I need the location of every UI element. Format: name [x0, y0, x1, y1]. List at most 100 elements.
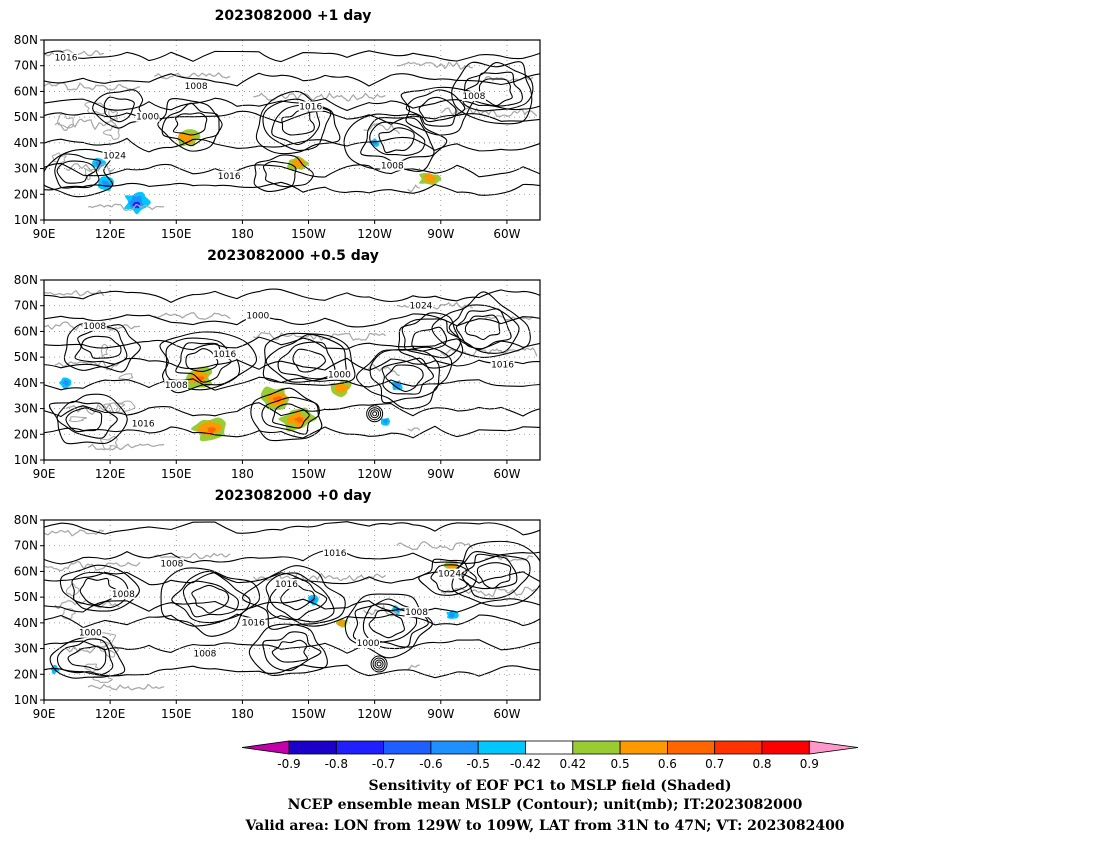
contour-label-bg [245, 310, 270, 321]
pressure-closed-contour [277, 341, 336, 380]
lat-tick-label: 10N [14, 693, 38, 707]
contour-labels: 1008 1008 1016 1000 1024 1000 1008 1016 1016 1008 [78, 548, 462, 659]
lon-tick-label: 60W [493, 467, 520, 481]
island-outline [100, 343, 109, 358]
pressure-isobar [44, 425, 540, 439]
lat-tick-label: 50N [14, 350, 38, 364]
contour-label-bg [135, 111, 160, 122]
pressure-closed-contour [79, 577, 118, 606]
contour-label-bg [404, 607, 429, 618]
contour-label: 1016 [299, 102, 322, 112]
colorbar-label: 0.9 [800, 757, 819, 771]
lat-tick-label: 80N [14, 33, 38, 47]
positive-sensitivity-core [623, 119, 634, 127]
cyclone-contour [368, 407, 382, 421]
pressure-closed-contour [262, 631, 322, 672]
lat-tick-label: 10N [14, 213, 38, 227]
lon-tick-label: 90E [33, 227, 56, 241]
island-outline [65, 583, 80, 597]
island-outline [92, 674, 113, 684]
lat-tick-label: 70N [14, 299, 38, 313]
positive-sensitivity-area [620, 115, 635, 128]
pressure-closed-contour [418, 96, 457, 123]
pressure-closed-contour [191, 584, 229, 614]
lon-tick-label: 120E [95, 467, 126, 481]
pressure-closed-contour [455, 308, 512, 350]
cyclone-contour [372, 657, 386, 671]
colorbar: -0.9 -0.8 -0.7 -0.6 -0.5 -0.42 0.42 0.5 0.6 0.7 0.… [241, 740, 859, 771]
pressure-isobar [44, 639, 540, 654]
pressure-closed-contour [59, 564, 140, 612]
pressure-closed-contour [265, 333, 347, 383]
lon-tick-label: 120E [95, 227, 126, 241]
contour-label-bg [327, 369, 352, 380]
colorbar-box [714, 740, 763, 755]
colorbar-under-triangle [241, 740, 290, 755]
pressure-closed-contour [292, 348, 326, 373]
pressure-isobar [44, 376, 540, 391]
pressure-closed-contour [398, 312, 464, 369]
pressure-closed-contour [56, 638, 114, 675]
lat-tick-label: 20N [14, 667, 38, 681]
contour-label: 1008 [112, 590, 135, 600]
colorbar-box [761, 740, 810, 755]
lon-tick-label: 120W [357, 707, 392, 721]
lon-tick-label: 180 [231, 467, 254, 481]
contour-label: 1016 [242, 618, 265, 628]
pressure-closed-contour [360, 116, 435, 164]
coastline [484, 315, 534, 321]
pressure-closed-contour [430, 564, 468, 593]
contour-label: 1024 [438, 570, 461, 580]
coastline [44, 289, 105, 297]
lon-tick-label: 60W [493, 707, 520, 721]
negative-sensitivity-core [449, 611, 455, 618]
cyclone-contour [370, 655, 388, 673]
pressure-closed-contour [248, 623, 328, 677]
contour-labels: 1016 1000 1016 1016 1008 1008 1024 1008 [54, 52, 486, 182]
pressure-closed-contour [411, 326, 448, 352]
lat-tick-label: 30N [14, 642, 38, 656]
coastline [363, 122, 401, 135]
lat-lon-grid [44, 280, 540, 460]
pressure-closed-contour [385, 364, 424, 392]
pressure-closed-contour [378, 127, 415, 154]
coastline [54, 118, 120, 132]
lon-tick-label: 90W [427, 467, 454, 481]
lon-tick-label: 90W [427, 707, 454, 721]
contour-label: 1008 [160, 559, 183, 569]
caption-line-3: Valid area: LON from 129W to 109W, LAT f… [244, 818, 844, 834]
pressure-closed-contour [343, 113, 448, 172]
coastline [363, 363, 401, 376]
island-outline [99, 436, 118, 450]
lon-tick-label: 90E [33, 707, 56, 721]
island-outline [84, 663, 99, 673]
pressure-closed-contour [356, 346, 453, 410]
colorbar-box [619, 740, 668, 755]
coastline [440, 586, 538, 598]
colorbar-label: -0.9 [277, 757, 300, 771]
coastline [44, 529, 105, 537]
coastline [407, 427, 421, 432]
contour-label: 1000 [328, 371, 351, 381]
contour-label-bg [380, 160, 405, 171]
pressure-closed-contour [461, 553, 518, 590]
pressure-closed-contour [48, 393, 128, 445]
lon-tick-label: 150E [161, 227, 192, 241]
colorbar-over-triangle [808, 740, 859, 755]
pressure-closed-contour [281, 109, 315, 136]
pressure-closed-contour [49, 635, 126, 679]
contour-label-bg [111, 589, 136, 600]
lat-tick-label: 50N [14, 590, 38, 604]
colorbar-label: 0.5 [611, 757, 630, 771]
coastline [87, 683, 165, 691]
cyclone-contour [376, 661, 382, 667]
lon-tick-label: 120W [357, 227, 392, 241]
pressure-closed-contour [103, 96, 135, 123]
pressure-closed-contour [157, 98, 223, 152]
lat-tick-label: 70N [14, 539, 38, 553]
contour-label-bg [274, 578, 299, 589]
coastline [153, 312, 231, 320]
lon-tick-label: 150W [291, 707, 326, 721]
lat-tick-label: 50N [14, 110, 38, 124]
positive-sensitivity-core [337, 619, 347, 627]
